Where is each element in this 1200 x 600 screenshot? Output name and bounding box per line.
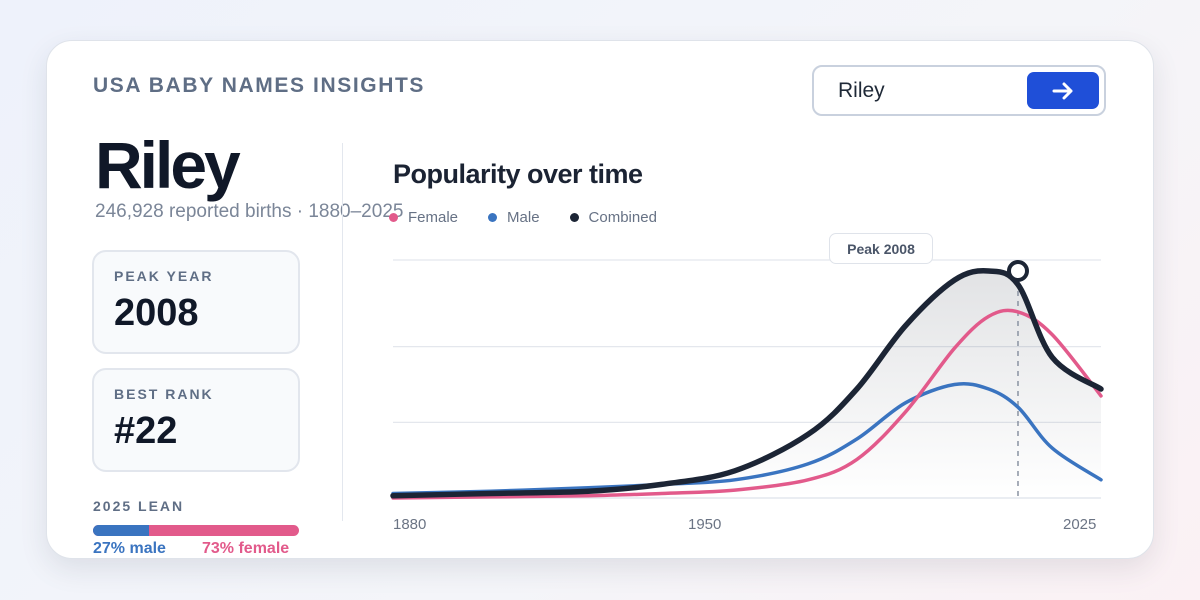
x-tick-1950: 1950: [688, 516, 722, 533]
insights-card: USA BABY NAMES INSIGHTS Riley 246,928 re…: [46, 40, 1154, 559]
legend-dot-combined: [569, 213, 579, 222]
series-line-female: [391, 308, 1103, 500]
lean-bar: [93, 525, 299, 536]
legend-label-combined: Combined: [588, 209, 657, 226]
lean-female-text: 73% female: [202, 540, 290, 557]
peak-annotation: Peak 2008: [829, 233, 933, 264]
best-rank-value: #22: [114, 410, 178, 452]
legend-item-male: Male: [488, 209, 540, 226]
popularity-chart: [390, 259, 1104, 500]
births-summary: 246,928 reported births · 1880–2025: [95, 201, 404, 222]
chart-legend: Female Male Combined: [389, 209, 657, 226]
name-search: [812, 65, 1106, 116]
legend-dot-female: [389, 213, 398, 222]
peak-year-value: 2008: [114, 292, 199, 334]
brand-title: USA BABY NAMES INSIGHTS: [93, 74, 425, 97]
peak-year-card: PEAK YEAR 2008: [92, 250, 300, 354]
legend-label-male: Male: [507, 209, 540, 226]
best-rank-label: BEST RANK: [114, 386, 214, 402]
x-tick-2025: 2025: [1063, 516, 1097, 533]
chart-title: Popularity over time: [393, 159, 643, 189]
legend-item-female: Female: [389, 209, 458, 226]
lean-male-fill: [93, 525, 149, 536]
search-submit-button[interactable]: [1027, 72, 1099, 109]
x-tick-1880: 1880: [393, 516, 427, 533]
search-input[interactable]: [838, 78, 1018, 104]
arrow-right-icon: [1052, 82, 1073, 99]
name-title: Riley: [95, 128, 241, 202]
legend-dot-male: [488, 213, 498, 222]
series-line-combined: [390, 268, 1104, 499]
legend-item-combined: Combined: [569, 209, 657, 226]
legend-label-female: Female: [408, 209, 459, 226]
column-divider: [342, 143, 343, 521]
combined-area: [393, 270, 1101, 498]
series-line-male: [391, 381, 1103, 496]
lean-label: 2025 LEAN: [93, 498, 185, 514]
peak-year-label: PEAK YEAR: [114, 268, 214, 284]
peak-point[interactable]: [1006, 260, 1029, 282]
lean-male-text: 27% male: [93, 540, 166, 557]
best-rank-card: BEST RANK #22: [92, 368, 300, 472]
